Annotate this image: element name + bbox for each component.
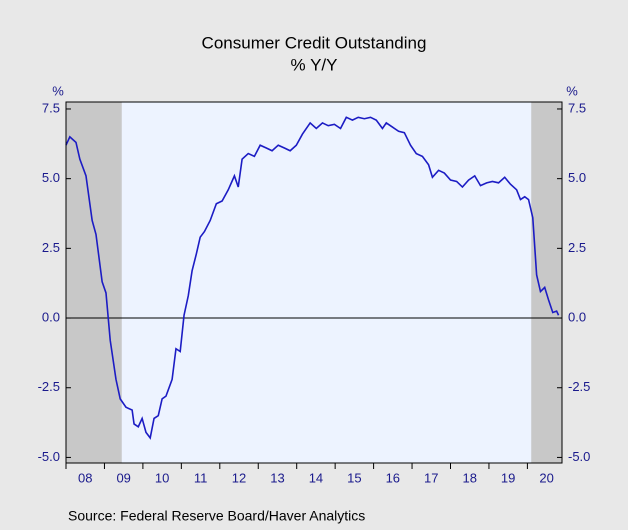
x-tick-label: 19 [501, 470, 515, 485]
x-tick-label: 11 [194, 470, 208, 485]
data-line [65, 116, 560, 440]
x-tick-label: 15 [347, 470, 361, 485]
y2-tick-label: 7.5 [568, 100, 586, 115]
y2-tick-label: -2.5 [568, 379, 590, 394]
y2-tick-label: 2.5 [568, 240, 586, 255]
chart-subtitle: % Y/Y [291, 55, 338, 74]
y-tick-label: -5.0 [38, 449, 60, 464]
x-tick-label: 14 [309, 470, 323, 485]
y-tick-label: 2.5 [42, 240, 60, 255]
x-tick-label: 16 [386, 470, 400, 485]
y-tick-label: 5.0 [42, 170, 60, 185]
y2-axis-label: % [566, 83, 578, 98]
x-tick-label: 18 [462, 470, 476, 485]
y2-tick-label: 0.0 [568, 309, 586, 324]
y-tick-label: -2.5 [38, 379, 60, 394]
x-tick-label: 20 [539, 470, 553, 485]
plot-frame [65, 101, 563, 464]
plot-background [66, 102, 562, 463]
source-note: Source: Federal Reserve Board/Haver Anal… [68, 508, 365, 524]
recession-band [531, 102, 562, 463]
x-tick-label: 17 [424, 470, 438, 485]
recession-band [66, 102, 122, 463]
chart-title: Consumer Credit Outstanding [202, 33, 427, 52]
y-tick-label: 7.5 [42, 100, 60, 115]
x-tick-label: 12 [232, 470, 246, 485]
y-axis-label: % [52, 83, 64, 98]
y-tick-label: 0.0 [42, 309, 60, 324]
x-tick-label: 08 [78, 470, 92, 485]
y2-tick-label: 5.0 [568, 170, 586, 185]
y2-tick-label: -5.0 [568, 449, 590, 464]
x-tick-label: 13 [270, 470, 284, 485]
x-tick-label: 09 [116, 470, 130, 485]
x-tick-label: 10 [155, 470, 169, 485]
